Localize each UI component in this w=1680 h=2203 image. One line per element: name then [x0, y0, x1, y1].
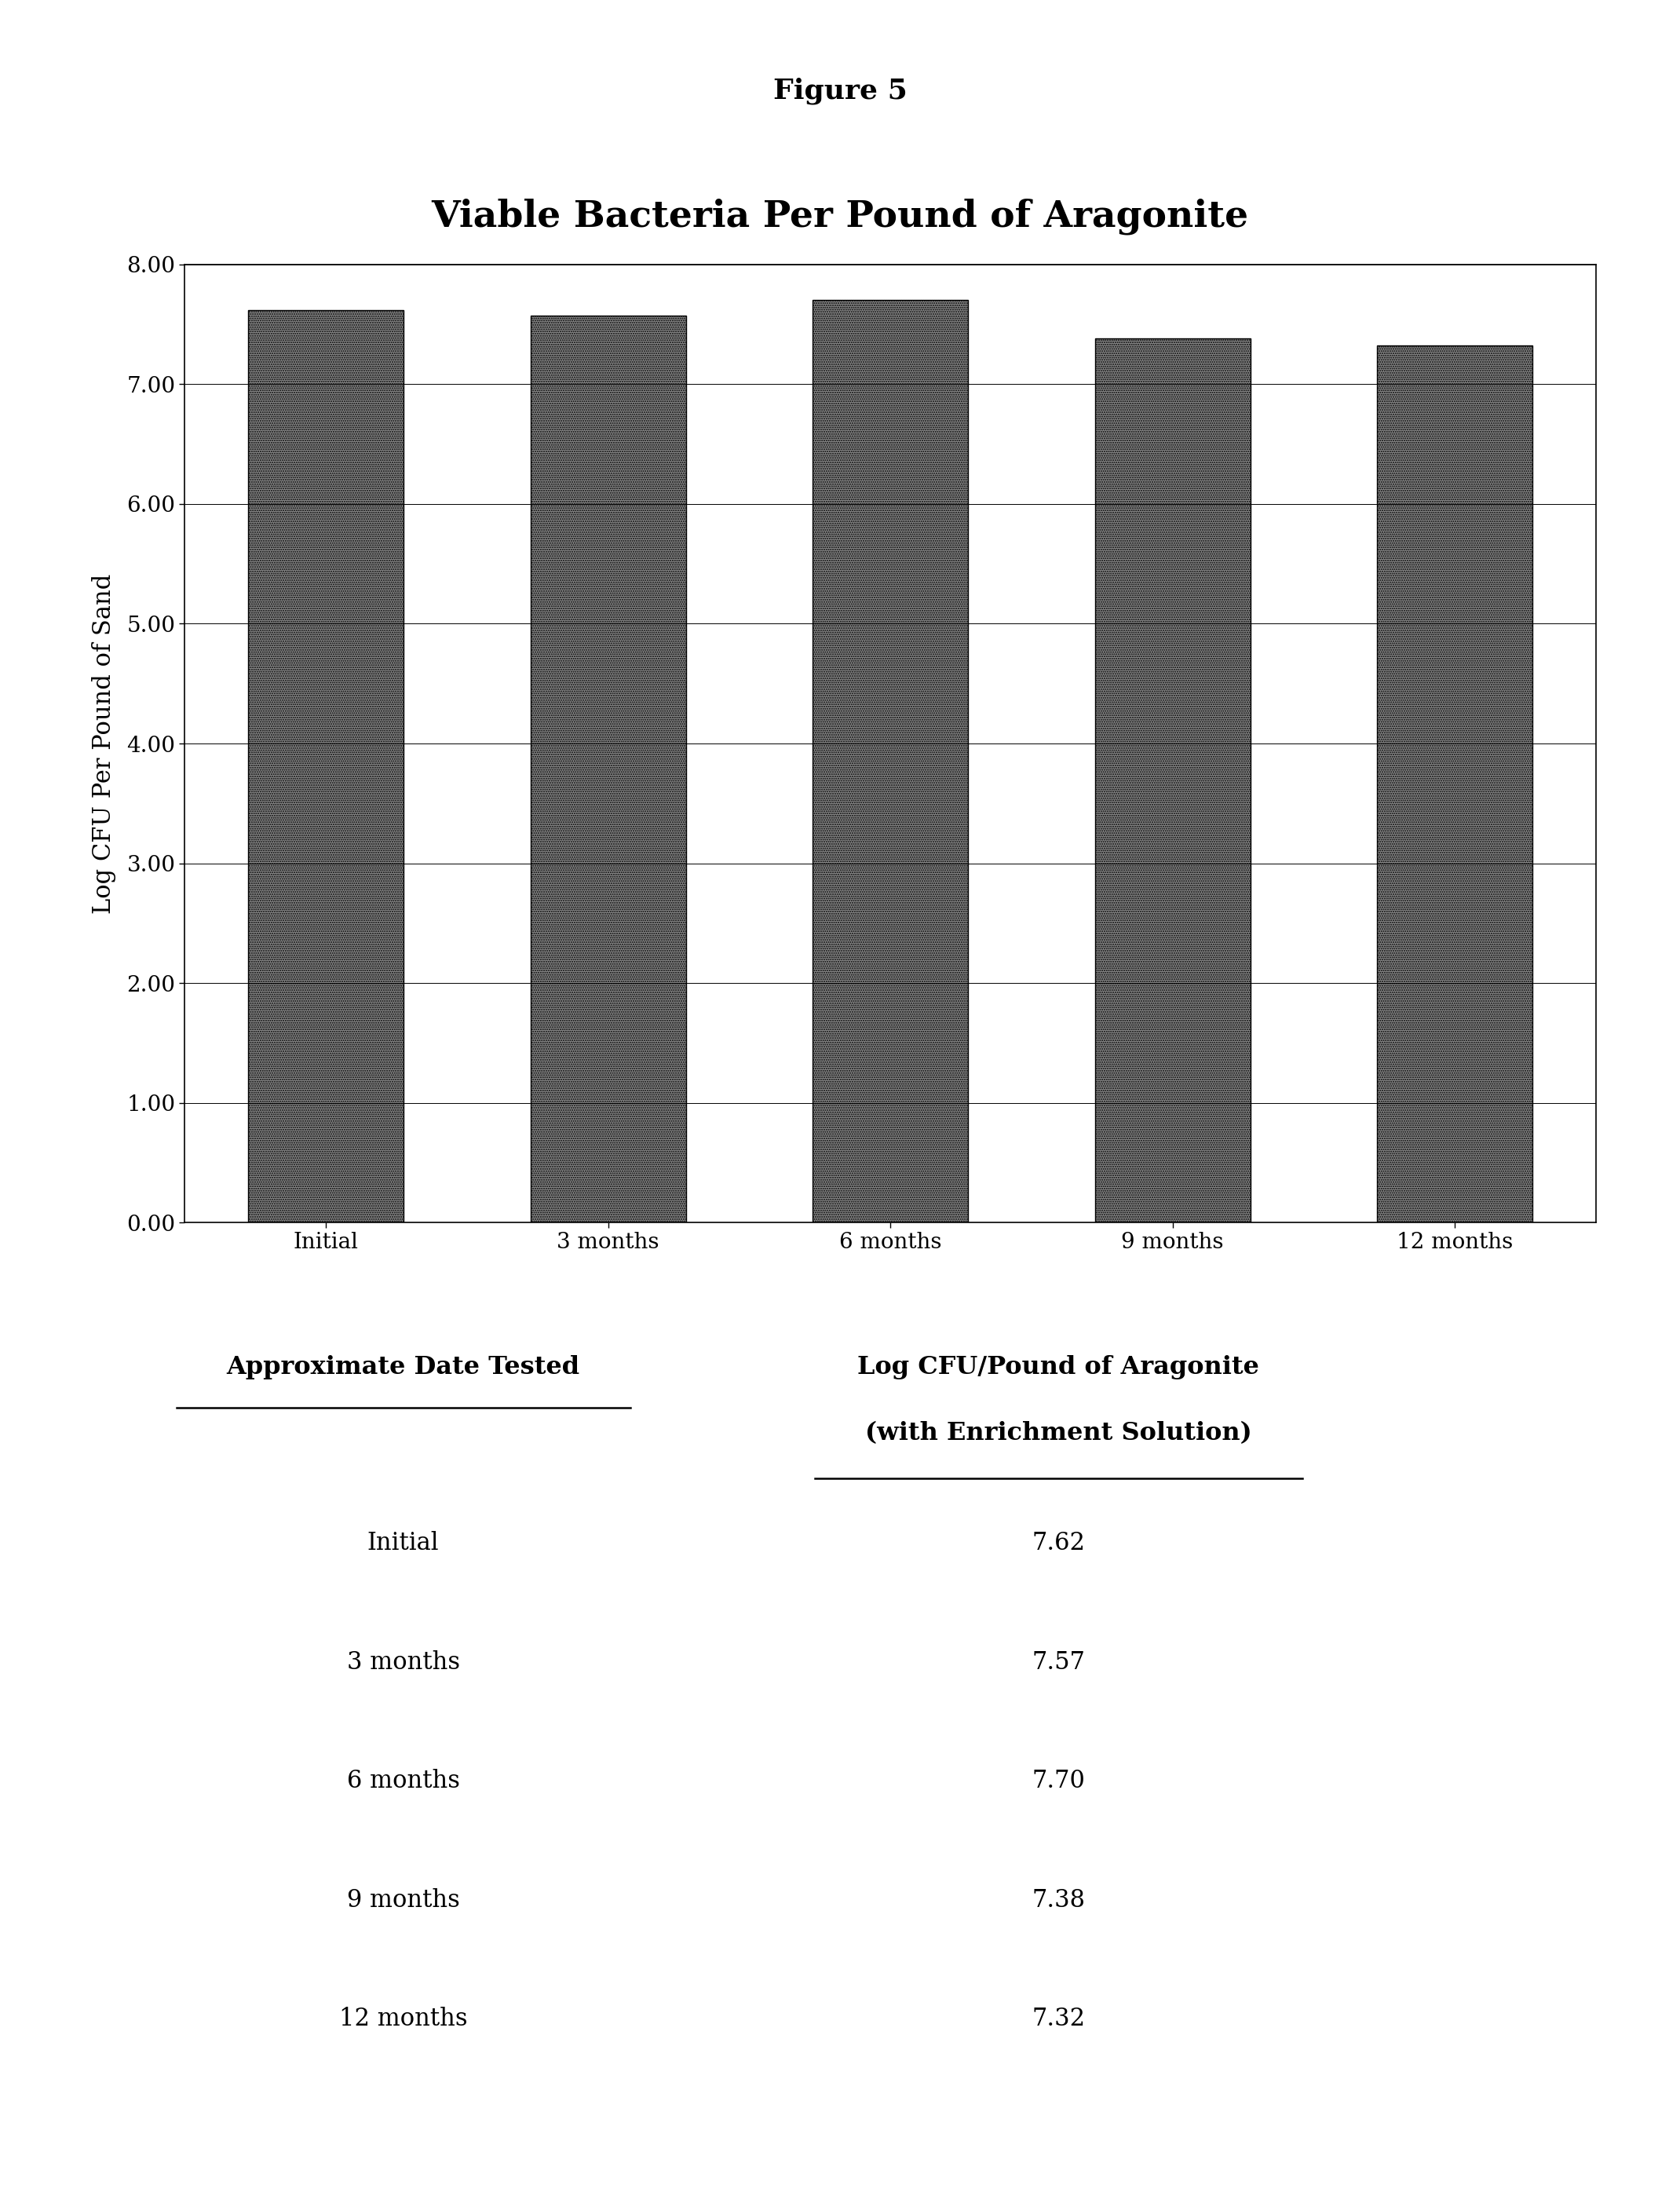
Bar	[249, 311, 403, 1223]
Text: 7.38: 7.38	[1032, 1888, 1085, 1912]
Bar	[813, 300, 968, 1223]
Text: 3 months: 3 months	[346, 1650, 460, 1674]
Text: (with Enrichment Solution): (with Enrichment Solution)	[865, 1421, 1252, 1445]
Text: 9 months: 9 months	[346, 1888, 460, 1912]
Text: Figure 5: Figure 5	[773, 77, 907, 104]
Text: 7.32: 7.32	[1032, 2007, 1085, 2031]
Text: 12 months: 12 months	[339, 2007, 467, 2031]
Text: 7.62: 7.62	[1032, 1531, 1085, 1555]
Text: Approximate Date Tested: Approximate Date Tested	[227, 1355, 580, 1379]
Text: 6 months: 6 months	[346, 1769, 460, 1793]
Bar	[1378, 346, 1532, 1223]
Bar	[1095, 339, 1250, 1223]
Text: Log CFU/Pound of Aragonite: Log CFU/Pound of Aragonite	[857, 1355, 1260, 1379]
Text: Initial: Initial	[368, 1531, 438, 1555]
Text: 7.70: 7.70	[1032, 1769, 1085, 1793]
Y-axis label: Log CFU Per Pound of Sand: Log CFU Per Pound of Sand	[91, 573, 116, 914]
Text: Viable Bacteria Per Pound of Aragonite: Viable Bacteria Per Pound of Aragonite	[432, 198, 1248, 236]
Bar	[531, 315, 685, 1223]
Text: 7.57: 7.57	[1032, 1650, 1085, 1674]
